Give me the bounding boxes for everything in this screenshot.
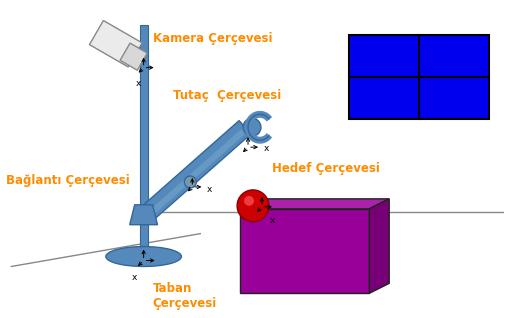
Text: Kamera Çerçevesi: Kamera Çerçevesi xyxy=(153,32,272,45)
Text: x: x xyxy=(206,185,212,194)
Circle shape xyxy=(184,176,196,188)
Polygon shape xyxy=(130,205,158,225)
Circle shape xyxy=(243,118,261,136)
Bar xyxy=(349,35,489,119)
Bar xyxy=(140,25,147,253)
Polygon shape xyxy=(240,199,389,209)
Polygon shape xyxy=(369,199,389,293)
Polygon shape xyxy=(120,43,147,70)
Text: x: x xyxy=(132,273,137,282)
Bar xyxy=(240,209,369,293)
Text: Hedef Çerçevesi: Hedef Çerçevesi xyxy=(272,162,380,175)
Text: x: x xyxy=(136,79,141,87)
Polygon shape xyxy=(141,128,247,222)
Text: Bağlantı Çerçevesi: Bağlantı Çerçevesi xyxy=(7,174,130,187)
Text: Tutaç  Çerçevesi: Tutaç Çerçevesi xyxy=(173,89,282,102)
Text: x: x xyxy=(264,144,269,153)
Text: Taban
Çerçevesi: Taban Çerçevesi xyxy=(153,282,217,310)
Polygon shape xyxy=(138,121,251,224)
Ellipse shape xyxy=(106,246,181,266)
Circle shape xyxy=(237,190,269,222)
Text: x: x xyxy=(270,216,275,225)
Polygon shape xyxy=(89,20,142,67)
Circle shape xyxy=(244,196,254,206)
